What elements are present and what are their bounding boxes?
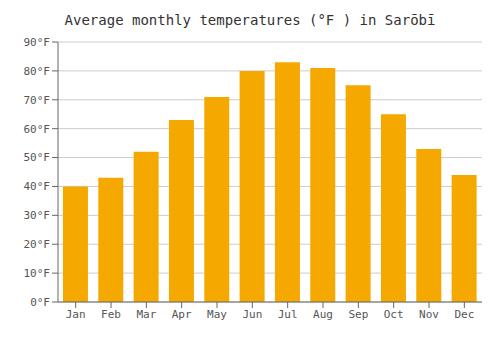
svg-text:40°F: 40°F [24,180,51,193]
svg-text:0°F: 0°F [30,296,50,309]
svg-text:60°F: 60°F [24,123,51,136]
svg-text:Jul: Jul [278,308,298,321]
svg-text:Sep: Sep [348,308,368,321]
svg-text:Aug: Aug [313,308,333,321]
svg-text:30°F: 30°F [24,209,51,222]
html-text:Average monthly temperatures (: Average monthly temperatures (°F ) in Sa… [64,12,436,28]
svg-text:Apr: Apr [172,308,192,321]
svg-text:Oct: Oct [384,308,404,321]
svg-text:70°F: 70°F [24,94,51,107]
svg-text:May: May [207,308,227,321]
svg-text:Dec: Dec [454,308,474,321]
svg-text:Jun: Jun [242,308,262,321]
svg-text:Mar: Mar [136,308,156,321]
svg-text:90°F: 90°F [24,36,51,49]
svg-text:20°F: 20°F [24,238,51,251]
svg-text:10°F: 10°F [24,267,51,280]
svg-text:80°F: 80°F [24,65,51,78]
svg-text:Nov: Nov [419,308,439,321]
svg-text:50°F: 50°F [24,151,51,164]
svg-text:Jan: Jan [66,308,86,321]
svg-text:Feb: Feb [101,308,121,321]
